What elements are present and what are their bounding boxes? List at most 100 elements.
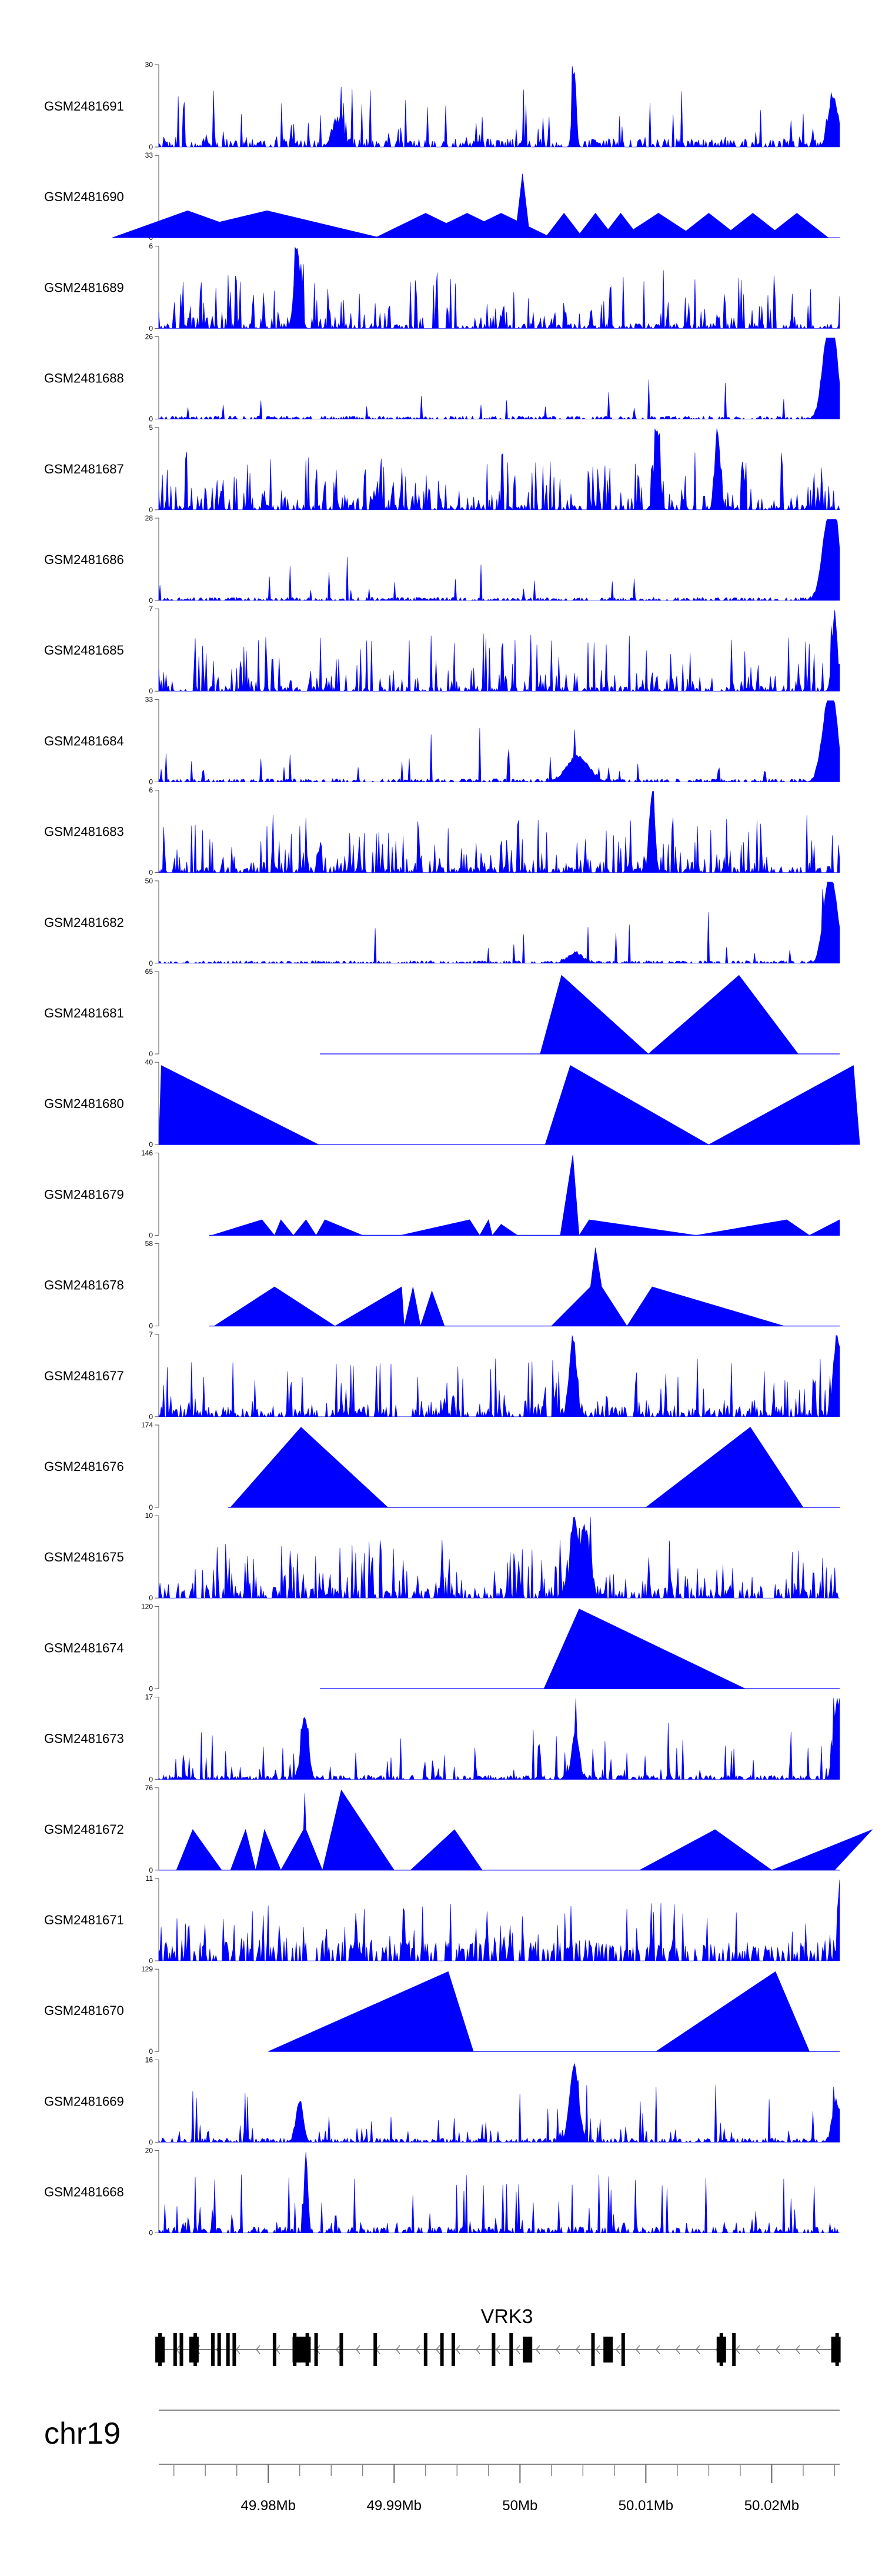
gene-exon (339, 2333, 343, 2366)
coverage-area (213, 1247, 784, 1327)
track-label: GSM2481678 (44, 1278, 124, 1293)
track-GSM2481673: GSM2481673 17 0 (44, 1693, 840, 1784)
gene-coding-exon (603, 2337, 613, 2363)
strand-arrow (656, 2345, 660, 2354)
coverage-area (158, 2151, 840, 2234)
gene-coding-exon (523, 2337, 533, 2363)
coverage-area (158, 2063, 840, 2143)
coverage-area (158, 700, 840, 783)
track-label: GSM2481677 (44, 1369, 124, 1383)
y-max-label: 6 (149, 242, 153, 250)
gene-exon (440, 2333, 444, 2366)
track-label: GSM2481673 (44, 1731, 124, 1746)
strand-arrow (736, 2345, 740, 2354)
track-GSM2481691: GSM2481691 30 0 (44, 61, 840, 151)
gene-coding-exon (155, 2337, 165, 2363)
y-max-label: 11 (146, 1874, 153, 1883)
genome-axis: chr19 49.98Mb 49.99Mb 50Mb 50.01Mb 50.02Mb (44, 2410, 840, 2514)
coverage-area (158, 1698, 840, 1780)
track-GSM2481675: GSM2481675 10 0 (44, 1511, 840, 1602)
gene-exon (314, 2333, 318, 2366)
gene-exon (621, 2333, 625, 2366)
strand-arrow (456, 2345, 460, 2354)
track-GSM2481682: GSM2481682 50 0 (44, 877, 840, 967)
y-max-label: 7 (149, 1330, 153, 1339)
track-GSM2481690: GSM2481690330 (44, 151, 840, 242)
y-max-label: 33 (145, 151, 153, 159)
coverage-area (158, 65, 840, 148)
track-GSM2481685: GSM2481685 7 0 (44, 605, 840, 695)
y-min-label: 0 (149, 778, 153, 786)
y-max-label: 146 (141, 1149, 153, 1157)
axis-tick-label: 50.02Mb (744, 2498, 799, 2514)
coverage-area (158, 246, 840, 329)
track-GSM2481669: GSM2481669 16 0 (44, 2056, 840, 2146)
coverage-area (158, 1335, 840, 1417)
strand-arrow (396, 2345, 400, 2354)
track-GSM2481676: GSM2481676 174 0 (44, 1421, 840, 1511)
gene-exon (217, 2333, 221, 2366)
coverage-area (211, 1154, 840, 1236)
y-max-label: 33 (145, 695, 153, 703)
y-max-label: 16 (145, 2056, 153, 2064)
strand-arrow (816, 2345, 820, 2354)
strand-arrow (436, 2345, 440, 2354)
y-min-label: 0 (149, 1050, 153, 1058)
strand-arrow (756, 2345, 760, 2354)
y-max-label: 76 (145, 1784, 153, 1792)
y-max-label: 20 (145, 2147, 153, 2155)
track-label: GSM2481691 (44, 99, 124, 114)
coverage-area (158, 428, 840, 510)
strand-arrow (516, 2345, 520, 2354)
strand-arrow (676, 2345, 680, 2354)
gene-coding-exon (301, 2337, 311, 2363)
track-GSM2481684: GSM2481684 33 0 (44, 695, 840, 786)
track-label: GSM2481683 (44, 825, 124, 839)
track-label: GSM2481681 (44, 1006, 124, 1020)
track-label: GSM2481675 (44, 1550, 124, 1564)
y-min-label: 0 (149, 1776, 153, 1784)
coverage-area (158, 882, 840, 964)
y-max-label: 10 (145, 1511, 153, 1520)
strand-arrow (256, 2345, 260, 2354)
track-label: GSM2481685 (44, 643, 124, 658)
strand-arrow (336, 2345, 340, 2354)
gene-exon (509, 2333, 513, 2366)
coverage-area (176, 1789, 873, 1871)
y-min-label: 0 (149, 1957, 153, 1965)
strand-arrow (576, 2345, 580, 2354)
track-GSM2481678: GSM2481678 58 0 (44, 1240, 840, 1330)
y-min-label: 0 (149, 1322, 153, 1330)
track-label: GSM2481674 (44, 1640, 124, 1655)
strand-arrow (416, 2345, 420, 2354)
track-label: GSM2481690 (44, 189, 124, 204)
data-tracks: GSM2481691300GSM2481690330GSM248168960GS… (44, 61, 873, 2237)
gene-exon (732, 2333, 736, 2366)
strand-arrow (276, 2345, 280, 2354)
track-label: GSM2481669 (44, 2094, 124, 2108)
y-max-label: 5 (149, 423, 153, 432)
strand-arrow (476, 2345, 480, 2354)
gene-exon (591, 2333, 595, 2366)
y-max-label: 28 (145, 514, 153, 522)
track-label: GSM2481676 (44, 1459, 124, 1474)
coverage-area (543, 1609, 746, 1689)
track-label: GSM2481671 (44, 1913, 124, 1927)
y-max-label: 50 (145, 877, 153, 885)
gene-name-label: VRK3 (481, 2305, 533, 2328)
y-min-label: 0 (149, 1413, 153, 1421)
track-label: GSM2481686 (44, 552, 124, 567)
y-min-label: 0 (149, 506, 153, 514)
strand-arrow (356, 2345, 360, 2354)
y-max-label: 40 (145, 1058, 153, 1066)
strand-arrow (696, 2345, 700, 2354)
gene-exon (492, 2333, 496, 2366)
strand-arrow (556, 2345, 560, 2354)
y-max-label: 7 (149, 605, 153, 613)
y-max-label: 65 (145, 967, 153, 976)
axis-tick-label: 49.98Mb (241, 2498, 296, 2514)
track-GSM2481681: GSM2481681 65 0 (44, 967, 840, 1058)
gene-exon (272, 2333, 276, 2366)
y-max-label: 58 (145, 1240, 153, 1248)
